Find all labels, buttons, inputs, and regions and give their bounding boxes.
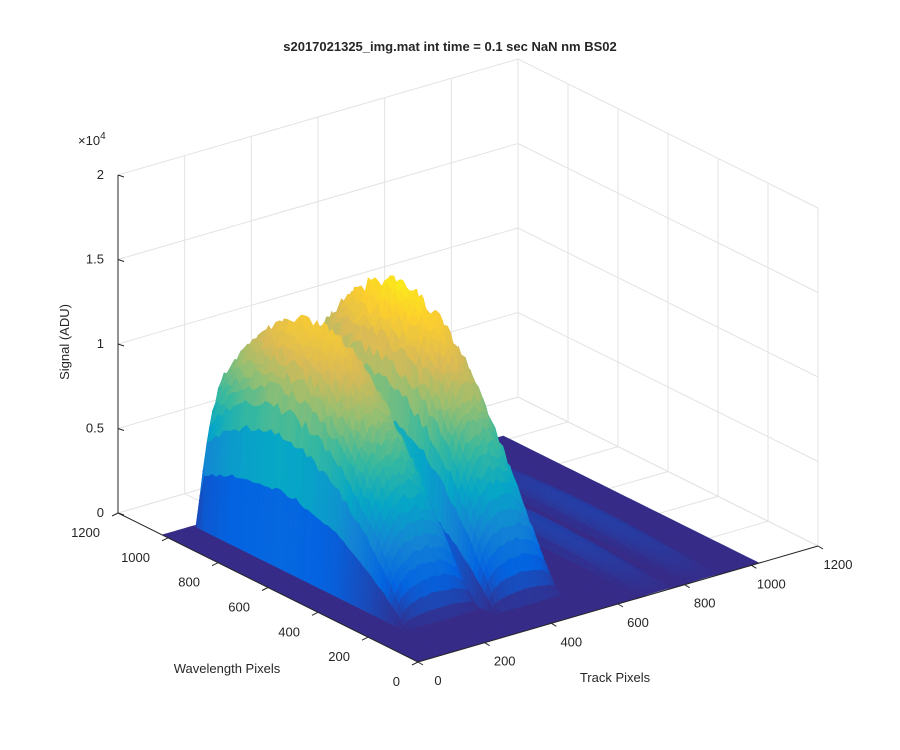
grid-line	[117, 142, 819, 293]
grid-line	[117, 227, 819, 378]
grid-line	[117, 58, 819, 209]
surface-plot	[161, 275, 760, 663]
